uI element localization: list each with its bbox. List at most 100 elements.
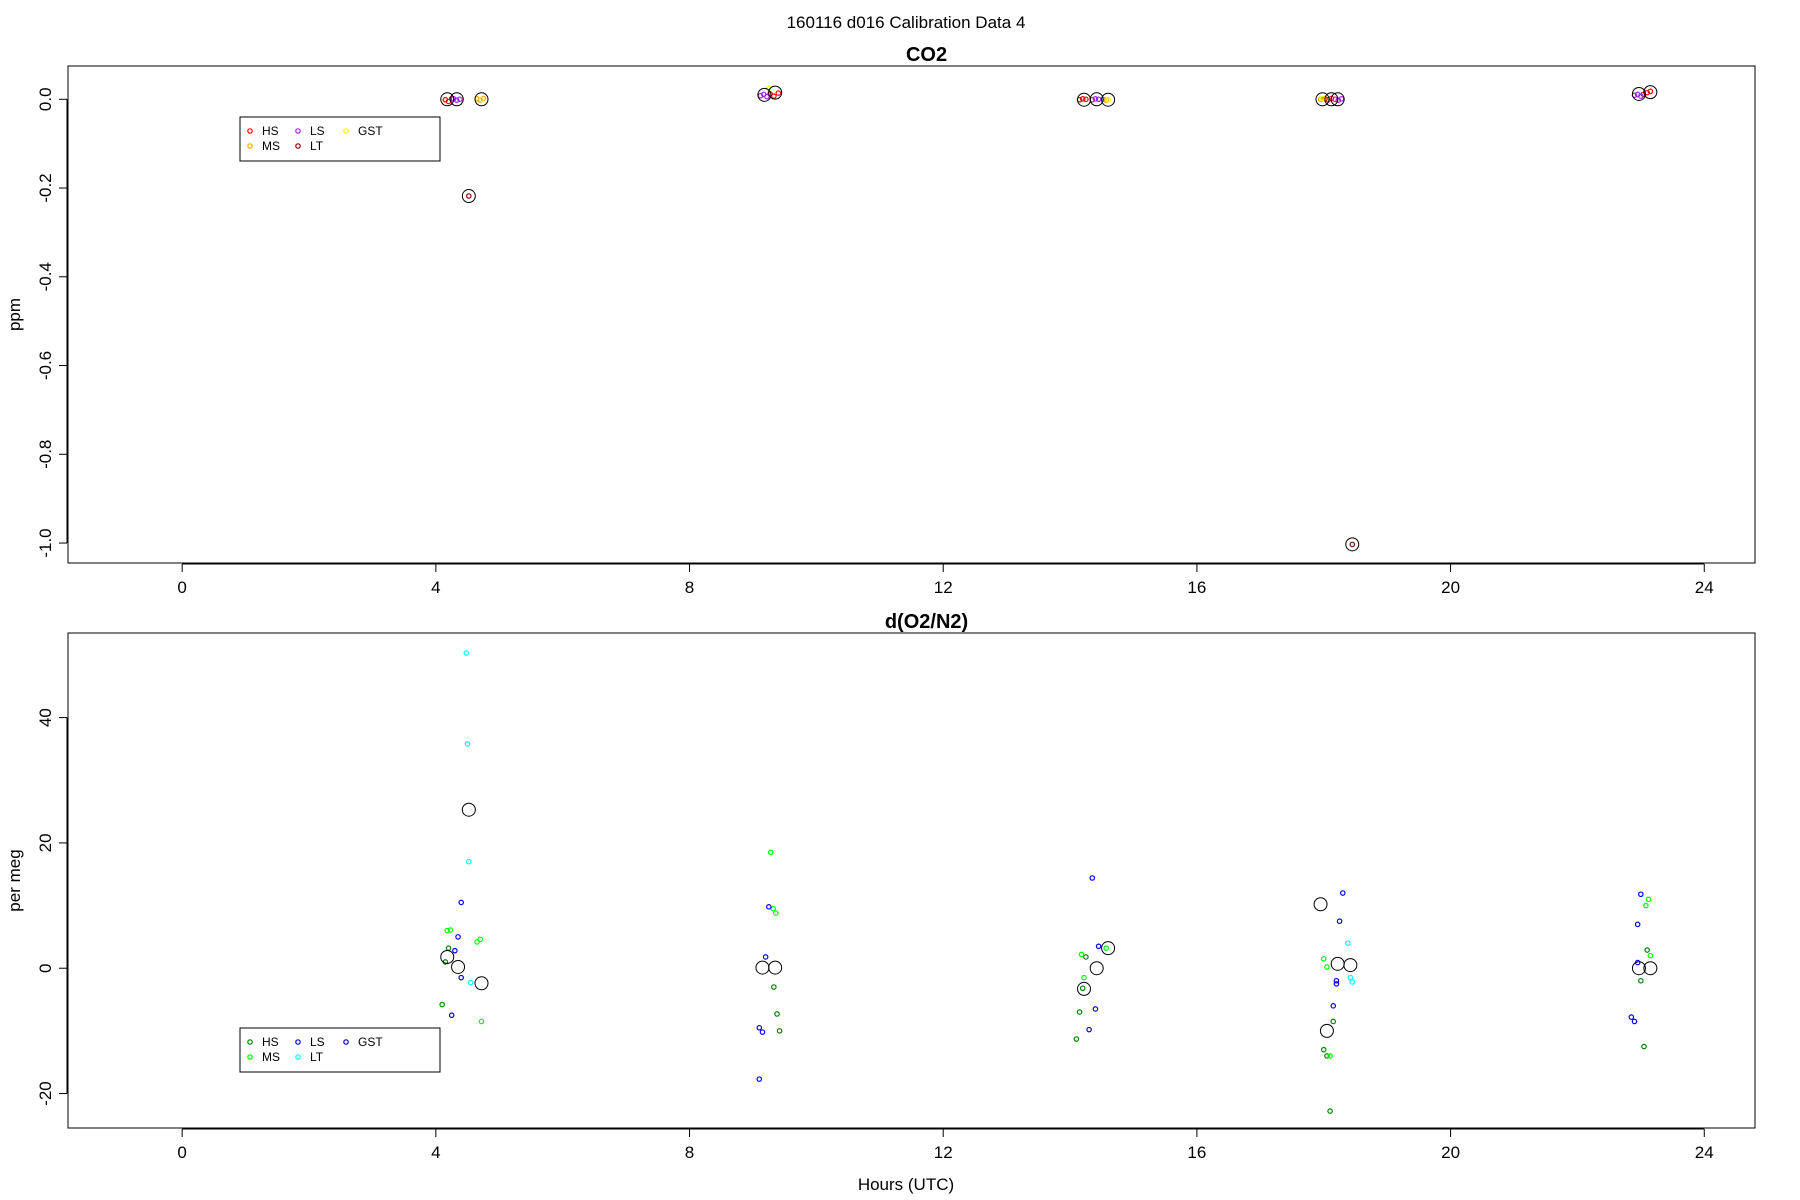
data-point bbox=[458, 899, 465, 906]
data-point bbox=[756, 1076, 763, 1082]
data-point bbox=[1081, 974, 1087, 981]
legend-swatch bbox=[343, 128, 349, 134]
x-tick-label: 8 bbox=[685, 1143, 694, 1162]
data-point bbox=[464, 741, 471, 747]
data-point bbox=[1647, 88, 1654, 95]
legend-label: LT bbox=[310, 139, 324, 153]
legend-label: LT bbox=[310, 1050, 324, 1064]
data-point bbox=[766, 904, 772, 910]
data-point bbox=[448, 1012, 455, 1019]
data-point bbox=[771, 984, 777, 990]
data-point bbox=[478, 96, 485, 103]
data-point bbox=[1339, 890, 1346, 896]
data-point bbox=[455, 934, 461, 940]
y-axis-label: ppm bbox=[5, 298, 24, 331]
x-tick-label: 8 bbox=[685, 578, 694, 597]
x-tick-label: 24 bbox=[1695, 1143, 1714, 1162]
mean-point bbox=[440, 949, 455, 964]
panel-title: d(O2/N2) bbox=[885, 611, 968, 633]
y-tick-label: 0 bbox=[36, 963, 55, 972]
series-gst bbox=[458, 959, 1641, 1033]
x-tick-label: 4 bbox=[431, 578, 440, 597]
data-point bbox=[457, 96, 463, 103]
panel-1: CO2 ppm 0 4 8 12 16 20 24 -1.0 -0.8 -0.6 -0.4 -0.2 0.0… bbox=[5, 44, 1756, 597]
data-point bbox=[1095, 96, 1102, 103]
y-tick-label: -0.6 bbox=[36, 351, 55, 380]
data-point bbox=[1330, 1003, 1337, 1009]
mean-point bbox=[757, 87, 772, 102]
data-point bbox=[444, 927, 451, 934]
x-tick-label: 20 bbox=[1441, 578, 1460, 597]
data-point bbox=[1643, 902, 1649, 909]
data-point bbox=[1641, 1043, 1647, 1050]
legend-swatch bbox=[295, 1039, 301, 1045]
data-point bbox=[1335, 97, 1342, 103]
mean-point bbox=[474, 92, 489, 107]
legend-label: LS bbox=[310, 124, 325, 138]
data-point bbox=[759, 1029, 766, 1035]
data-point bbox=[764, 93, 770, 100]
data-point bbox=[1638, 93, 1644, 99]
series-lt bbox=[466, 193, 1356, 548]
legend-label: LS bbox=[310, 1035, 325, 1049]
mean-point bbox=[1631, 86, 1646, 101]
data-point bbox=[466, 193, 472, 199]
data-point bbox=[1644, 947, 1650, 953]
data-point bbox=[1083, 96, 1089, 103]
data-point bbox=[1092, 1006, 1099, 1012]
y-axis-label: per meg bbox=[5, 849, 24, 911]
legend-box bbox=[239, 116, 441, 162]
data-point bbox=[1327, 1108, 1333, 1114]
mean-point bbox=[768, 85, 783, 100]
data-point bbox=[452, 947, 458, 954]
data-point bbox=[1076, 1009, 1083, 1015]
data-point bbox=[762, 954, 769, 960]
data-point bbox=[453, 97, 460, 103]
series-hs bbox=[439, 945, 1650, 1114]
mean-point bbox=[461, 189, 476, 204]
series-mean bbox=[440, 85, 1658, 552]
data-point bbox=[477, 936, 484, 943]
data-point bbox=[1083, 954, 1089, 960]
data-point bbox=[466, 858, 472, 865]
series-ms bbox=[474, 95, 1327, 103]
legend-swatch bbox=[247, 1054, 253, 1060]
data-point bbox=[1647, 952, 1654, 959]
mean-point bbox=[1643, 961, 1658, 976]
y-tick-label: -0.2 bbox=[36, 173, 55, 202]
x-tick-label: 12 bbox=[934, 1143, 953, 1162]
data-point bbox=[458, 974, 465, 981]
mean-point bbox=[474, 976, 489, 991]
data-point bbox=[439, 1001, 445, 1008]
legend-swatch bbox=[247, 128, 253, 134]
legend-label: HS bbox=[262, 124, 279, 138]
y-tick-label: -0.8 bbox=[36, 440, 55, 469]
data-point bbox=[1092, 96, 1099, 102]
mean-point bbox=[1101, 92, 1116, 107]
y-tick-label: 40 bbox=[36, 708, 55, 727]
data-point bbox=[1330, 1018, 1337, 1025]
legend-swatch bbox=[247, 1039, 253, 1045]
data-point bbox=[1645, 896, 1652, 903]
x-axis-label: Hours (UTC) bbox=[858, 1175, 954, 1194]
mean-point bbox=[1089, 92, 1104, 107]
data-point bbox=[1086, 1026, 1092, 1033]
legend-swatch bbox=[343, 1039, 349, 1045]
mean-point bbox=[1345, 537, 1360, 552]
mean-point bbox=[451, 959, 466, 974]
data-point bbox=[1079, 96, 1086, 102]
data-point bbox=[1079, 985, 1086, 992]
series-ls bbox=[450, 91, 1644, 103]
y-tick-label: -0.4 bbox=[36, 262, 55, 291]
data-point bbox=[1073, 1036, 1080, 1042]
figure-title: 160116 d016 Calibration Data 4 bbox=[787, 13, 1026, 32]
mean-point bbox=[1101, 941, 1116, 956]
series-ms bbox=[444, 849, 1654, 1059]
legend-label: HS bbox=[262, 1035, 279, 1049]
mean-point bbox=[1330, 956, 1345, 971]
legend-swatch bbox=[295, 128, 301, 134]
series-mean bbox=[440, 802, 1658, 1038]
